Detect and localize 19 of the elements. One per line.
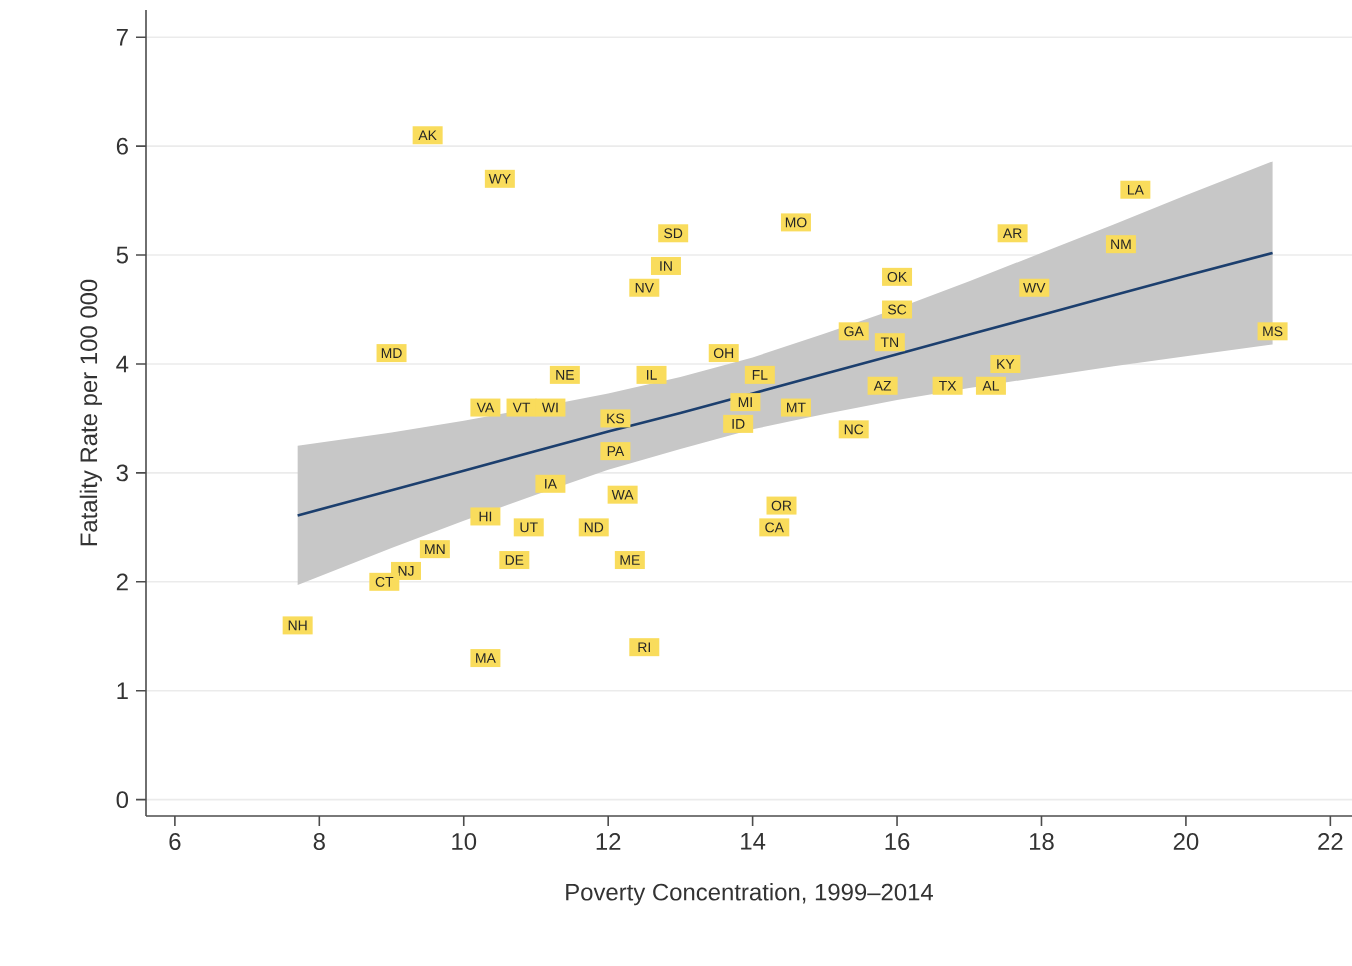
x-tick-label: 6: [169, 833, 181, 850]
y-tick-label: 2: [116, 573, 128, 591]
x-tick-label: 10: [452, 833, 477, 850]
y-tick-label: 4: [116, 355, 129, 373]
x-tick-label: 20: [1173, 833, 1199, 850]
x-axis-title: Poverty Concentration, 1999–2014: [566, 883, 933, 906]
y-tick-label: 1: [117, 682, 128, 699]
y-tick-label: 6: [116, 137, 128, 155]
x-tick-label: 14: [741, 833, 766, 850]
x-tick-label: 18: [1030, 833, 1054, 850]
y-tick-label: 7: [116, 29, 128, 46]
x-tick-label: 16: [885, 833, 910, 850]
y-axis-title: Fatality Rate per 100 000: [79, 279, 102, 546]
y-tick-label: 5: [116, 246, 128, 264]
y-tick-label: 3: [116, 464, 128, 482]
x-tick-label: 8: [313, 833, 325, 850]
x-tick-label: 22: [1318, 833, 1343, 850]
y-tick-label: 0: [116, 791, 129, 809]
x-tick-label: 12: [596, 833, 621, 850]
